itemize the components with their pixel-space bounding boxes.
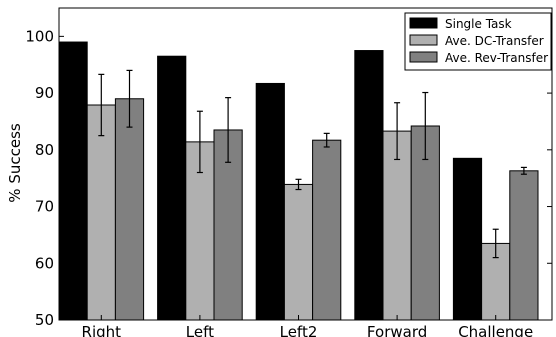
y-tick-label: 90 — [35, 84, 54, 102]
legend-swatch — [409, 34, 438, 46]
legend-label: Single Task — [445, 17, 512, 31]
x-tick-label: Left2 — [280, 323, 318, 337]
bar-challenge-series-2 — [509, 170, 539, 321]
error-bars-layer — [98, 69, 527, 259]
bar-left2-series-2 — [312, 139, 342, 321]
legend-swatch — [409, 17, 438, 29]
legend-label: Ave. DC-Transfer — [445, 34, 544, 48]
bar-left-series-0 — [157, 55, 187, 321]
x-tick-label: Challenge — [458, 323, 533, 337]
bar-right-series-0 — [58, 41, 88, 321]
x-axis: Right Left Left2 Forward Challenge — [82, 315, 533, 337]
legend-label: Ave. Rev-Transfer — [445, 51, 548, 65]
bar-forward-series-0 — [354, 50, 384, 321]
bar-right-series-2 — [114, 98, 145, 321]
plot-frame — [58, 7, 553, 321]
y-axis: 50 60 70 80 90 100 — [25, 27, 552, 329]
bar-right-series-1 — [86, 104, 116, 321]
y-axis-title: % Success — [6, 123, 24, 203]
legend-swatch — [409, 51, 438, 63]
bar-left2-series-1 — [283, 183, 314, 321]
y-tick-label: 80 — [35, 141, 54, 159]
y-tick-label: 100 — [25, 27, 54, 45]
bar-challenge-series-0 — [452, 157, 483, 321]
bar-left2-series-0 — [255, 82, 285, 321]
y-tick-label: 50 — [35, 311, 54, 329]
y-tick-label: 60 — [35, 254, 54, 272]
y-tick-label: 70 — [35, 198, 54, 216]
x-tick-label: Left — [186, 323, 214, 337]
x-tick-label: Forward — [367, 323, 427, 337]
x-tick-label: Right — [82, 323, 122, 337]
legend: Single Task Ave. DC-Transfer Ave. Rev-Tran… — [404, 12, 552, 71]
